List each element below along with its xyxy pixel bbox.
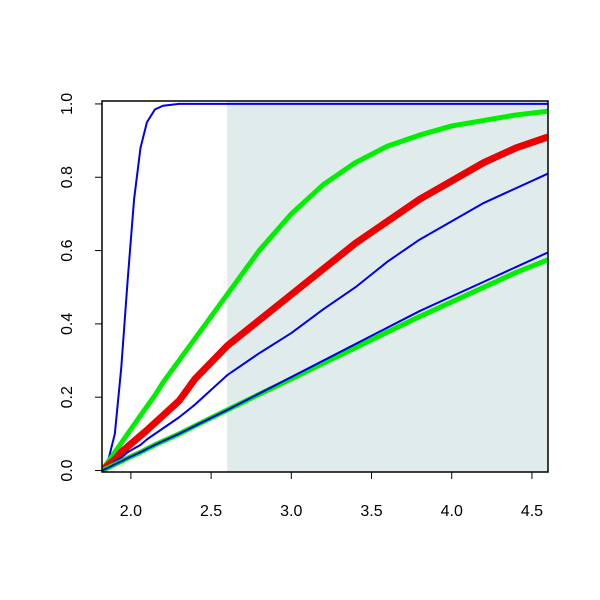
x-tick-label: 3.5 <box>360 503 382 520</box>
x-tick-label: 2.5 <box>200 503 222 520</box>
y-tick-label: 0.0 <box>59 459 76 481</box>
x-tick-label: 3.0 <box>280 503 302 520</box>
line-series <box>102 133 548 472</box>
y-tick-label: 1.0 <box>59 93 76 115</box>
line-series <box>102 172 548 472</box>
x-tick-label: 2.0 <box>120 503 142 520</box>
line-series <box>102 102 548 472</box>
y-tick-label: 0.2 <box>59 386 76 408</box>
x-tick-label: 4.0 <box>441 503 463 520</box>
line-series <box>102 251 548 472</box>
plot-area <box>102 101 548 472</box>
y-tick-label: 0.6 <box>59 239 76 261</box>
x-tick-label: 4.5 <box>521 503 543 520</box>
shaded-region <box>227 101 548 472</box>
y-tick-label: 0.8 <box>59 166 76 188</box>
y-tick-label: 0.4 <box>59 313 76 335</box>
plot-frame <box>101 100 549 473</box>
line-series <box>102 108 548 472</box>
